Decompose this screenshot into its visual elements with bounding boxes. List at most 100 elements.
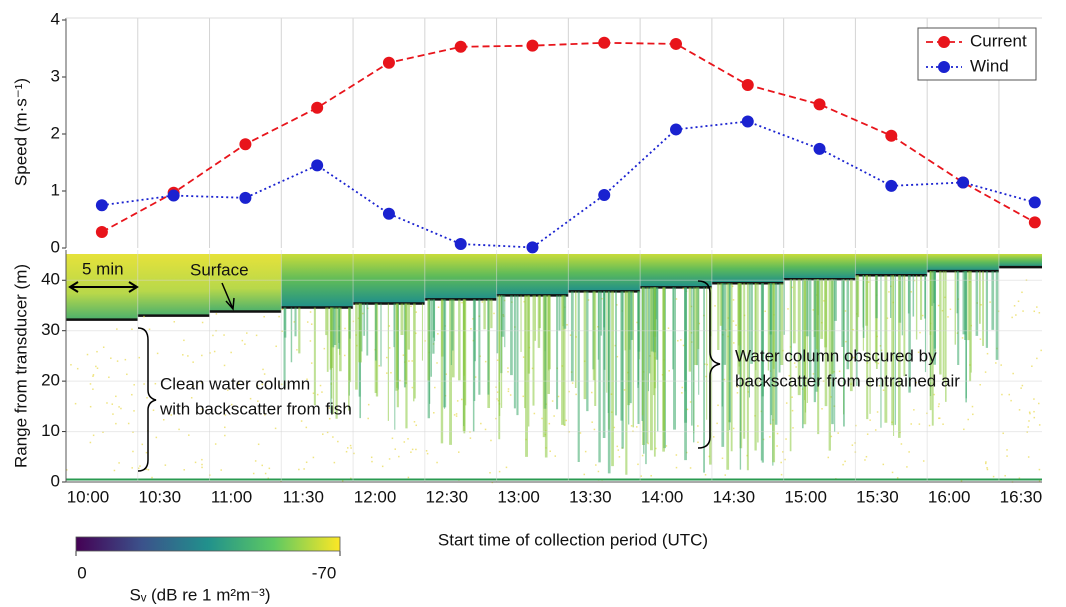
echo-speck [246,332,248,334]
echo-speck [263,373,266,375]
echo-speck [533,412,536,415]
echo-speck [201,408,203,411]
data-point [382,207,395,220]
legend-label: Wind [970,56,1009,75]
echo-speck [257,443,260,446]
echo-speck [1038,402,1040,405]
echo-speck [1036,357,1038,360]
echo-speck [281,308,284,311]
echo-speck [460,398,463,401]
echo-speck [677,339,679,342]
echo-speck [705,375,707,378]
echo-speck [1015,314,1017,316]
echo-speck [115,395,117,398]
echo-speck [949,308,952,311]
echo-speck [402,354,405,356]
echo-speck [791,286,793,289]
echo-speck [241,339,244,342]
echo-speck [254,460,257,462]
data-point [598,36,611,49]
echo-speck [776,445,778,447]
echo-speck [89,383,92,385]
echo-speck [249,397,252,400]
echo-speck [143,315,145,318]
echo-speck [623,389,626,391]
echo-speck [102,346,105,348]
annotation: Surface [190,260,249,279]
echo-speck [972,413,974,416]
echo-speck [170,414,173,416]
echo-speck [132,431,134,433]
echo-speck [145,468,148,471]
echo-speck [345,450,348,453]
echo-speck [257,400,259,402]
echo-speck [212,334,214,337]
echo-speck [689,401,692,403]
echo-speck [178,428,180,431]
echo-speck [732,427,735,430]
echo-speck [933,393,935,396]
echo-speck [731,285,734,288]
echo-speck [201,463,203,466]
echo-speck [461,301,463,304]
echo-speck [95,365,97,368]
echo-speck [769,423,772,426]
data-point [670,123,682,136]
echo-speck [192,361,194,363]
echo-speck [264,472,267,475]
echo-speck [938,403,940,405]
surface-band [711,254,784,284]
echo-speck [92,388,94,390]
echo-speck [714,305,716,307]
echo-speck [194,461,197,464]
echo-speck [162,419,165,421]
echo-speck [522,356,525,358]
echo-speck [415,332,417,335]
echo-speck [554,455,557,457]
echo-speck [310,362,313,364]
echo-speck [597,470,600,473]
echo-speck [411,360,413,362]
echo-speck [1031,365,1033,367]
echo-speck [278,315,280,318]
echo-speck [979,338,982,340]
echo-speck [551,400,554,402]
echo-speck [415,424,417,427]
echo-speck [655,447,657,450]
echo-speck [411,448,414,451]
echo-speck [110,357,112,359]
echo-speck [1028,420,1030,422]
echo-speck [668,370,670,372]
surface-band [568,254,641,292]
echo-speck [910,291,912,293]
data-point [670,37,682,50]
echo-speck [456,400,459,402]
echo-speck [145,451,148,454]
echo-speck [154,382,157,385]
echo-speck [595,464,597,466]
echo-speck [76,367,79,370]
echo-speck [399,379,401,382]
echo-speck [261,464,263,467]
echo-speck [1038,424,1041,426]
echo-speck [139,465,141,467]
data-point [454,238,467,251]
echo-speck [411,386,414,389]
echo-speck [378,364,380,367]
echo-speck [323,347,326,350]
echo-speck [507,388,510,390]
echo-speck [408,360,410,362]
echo-speck [322,433,324,435]
echo-speck [489,472,491,474]
echo-speck [495,417,497,420]
echo-speck [1018,409,1021,411]
echo-speck [106,402,108,404]
echo-speck [370,456,373,459]
echo-speck [938,417,940,420]
echo-speck [469,437,472,439]
echo-speck [1028,411,1031,414]
y-tick-label: 20 [41,371,60,390]
echo-speck [329,417,331,420]
echo-speck [681,386,684,389]
echo-speck [569,334,572,336]
